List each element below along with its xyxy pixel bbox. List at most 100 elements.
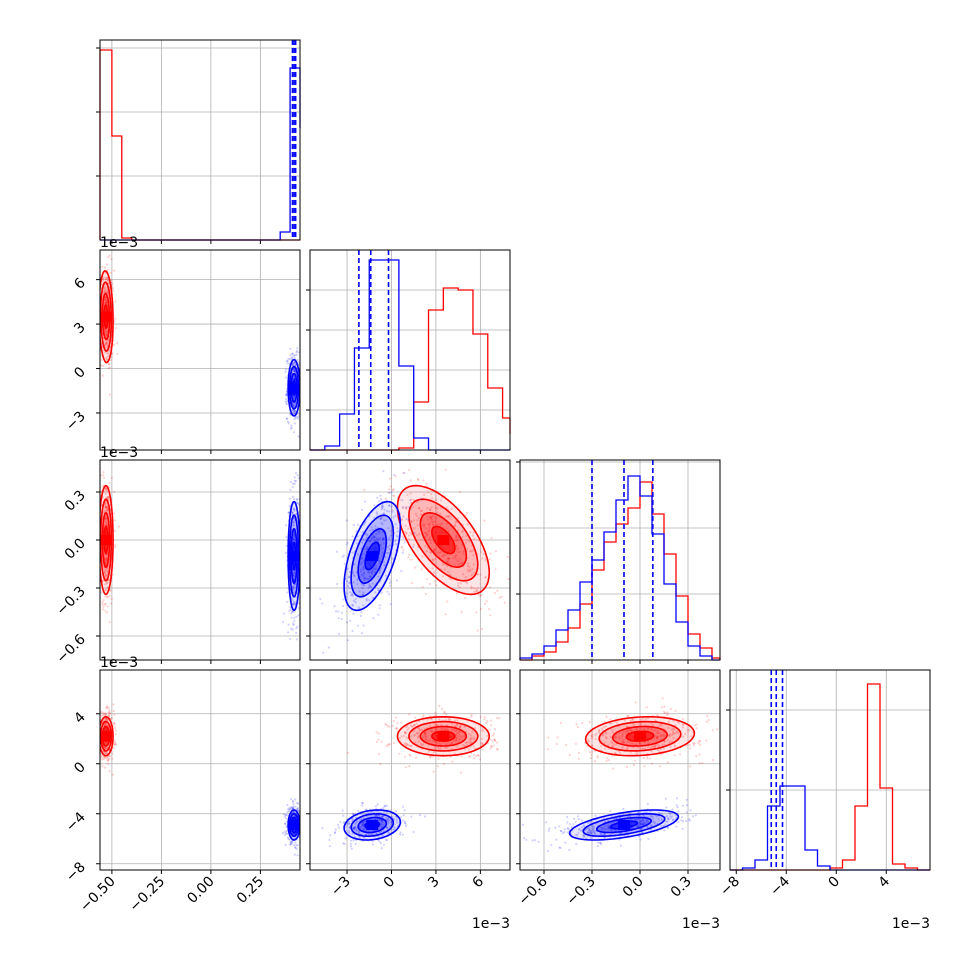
panel-3-1-red-sample-point — [451, 741, 454, 745]
panel-3-2-red-sample-point — [661, 697, 664, 700]
panel-2-1-blue-sample-point — [394, 514, 397, 518]
panel-3-1-blue-sample-point — [393, 823, 396, 826]
panel-2-1-blue-sample-point — [380, 507, 384, 511]
panel-3-1-red-sample-point — [480, 742, 484, 745]
panel-3-1-red-sample-point — [405, 744, 408, 747]
panel-2-1-red-sample-point — [392, 488, 395, 491]
panel-2-1-red-sample-point — [422, 524, 426, 528]
panel-3-2-red-sample-point — [658, 735, 662, 738]
panel-2-1-blue-sample-point — [371, 568, 374, 571]
panel-2-0-red-sample-point — [108, 594, 111, 598]
panel-3-2-red-sample-point — [614, 735, 617, 738]
panel-2-1-red-sample-point — [393, 495, 396, 498]
panel-3-0-red-sample-point — [102, 712, 105, 715]
panel-2-1-red-sample-point — [431, 567, 434, 570]
panel-2-1-red-sample-point — [410, 498, 413, 501]
panel-2-0-blue-sample-point — [292, 523, 295, 527]
panel-2-0-red-sample-point — [104, 488, 108, 491]
panel-3-2-red-sample-point — [605, 732, 608, 735]
hist-3-xtick-label: −4 — [767, 873, 793, 899]
panel-3-0-red-sample-point — [96, 735, 98, 737]
panel-2-1-red-sample-point — [405, 507, 408, 510]
panel-3-2-red-sample-point — [650, 728, 653, 731]
panel-1-0-red-sample-point — [105, 291, 108, 294]
panel-3-1-red-sample-point — [434, 740, 437, 743]
panel-2-1-blue-sample-point — [353, 573, 356, 577]
panel-2-1-red-sample-point — [429, 551, 432, 554]
panel-3-2-red-sample-point — [645, 706, 648, 709]
panel-1-0-blue-sample-point — [292, 368, 296, 371]
panel-2-1-red-sample-point — [402, 471, 405, 474]
panel-2-1-red-sample-point — [427, 530, 430, 533]
panel-2-1-red-sample-point — [434, 498, 438, 501]
panel-2-1-blue-sample-point — [367, 577, 370, 581]
panel-3-1-red-sample-point — [473, 757, 476, 760]
panel-1-0-blue-sample-point — [293, 431, 296, 434]
panel-3-1-blue-sample-point — [380, 823, 383, 826]
panel-2-1-red-sample-point — [484, 602, 487, 605]
panel-2-1-red-sample-point — [479, 594, 482, 597]
panel-3-0-red-sample-point — [106, 719, 109, 722]
panel-3-1-red-sample-point — [443, 728, 446, 731]
panel-2-1-blue-sample-point — [384, 555, 387, 559]
panel-3-1-red-sample-point — [455, 739, 458, 742]
panel-2-1-red-sample-point — [428, 523, 431, 527]
panel-3-1-red-sample-point — [391, 724, 394, 728]
panel-3-1-red-sample-point — [492, 732, 495, 735]
panel-2-1-red-sample-point — [434, 520, 437, 523]
panel-2-1-blue-sample-point — [378, 530, 381, 533]
panel-2-0-blue-sample-point — [292, 610, 295, 614]
panel-3-1-red-sample-point — [429, 756, 432, 759]
panel-2-1-red-sample-point — [444, 468, 447, 471]
panel-3-1-red-sample-point — [411, 725, 414, 728]
panel-3-1-blue-sample-point — [344, 837, 347, 840]
panel-2-1-red-sample-point — [426, 534, 429, 537]
panel-2-0-blue-sample-point — [292, 538, 295, 541]
panel-3-1-red-sample-point — [387, 743, 390, 746]
panel-3-1-red-sample-point — [434, 724, 437, 727]
panel-1-0-blue-sample-point — [295, 364, 298, 367]
panel-2-1-blue-sample-point — [390, 505, 393, 508]
panel-2-0-red-core — [100, 535, 112, 545]
panel-3-2-red-sample-point — [587, 740, 590, 743]
panel-2-1-blue-sample-point — [352, 523, 355, 527]
panel-3-2-red-sample-point — [577, 751, 581, 755]
panel-2-1-red-sample-point — [427, 529, 431, 532]
panel-3-1-red-sample-point — [469, 745, 472, 749]
panel-3-2-red-sample-point — [596, 754, 599, 758]
panel-2-1-blue-sample-point — [381, 547, 384, 550]
panel-3-2-red-sample-point — [695, 755, 698, 758]
panel-1-0-red-sample-point — [104, 302, 107, 305]
panel-2-1-blue-sample-point — [351, 604, 354, 607]
panel-1-0-blue-sample-point — [291, 352, 294, 355]
panel-2-1-red-sample-point — [472, 554, 475, 557]
panel-2-1-blue-sample-point — [355, 542, 358, 545]
panel-1-0-red-sample-point — [97, 321, 99, 323]
panel-2-0-red-sample-point — [102, 567, 105, 570]
panel-2-1-red-sample-point — [428, 522, 431, 525]
panel-2-1-red-sample-point — [428, 536, 431, 539]
panel-2-1-red-sample-point — [471, 534, 474, 537]
panel-3-1-blue-sample-point — [351, 812, 354, 815]
panel-3-2-red-sample-point — [621, 740, 624, 743]
panel-2-1-red-sample-point — [401, 506, 404, 509]
panel-2-1-blue-contour — [350, 514, 395, 598]
panel-2-1-blue-sample-point — [371, 528, 374, 532]
panel-3-0-red-sample-point — [104, 712, 107, 715]
panel-3-1-blue-sample-point — [396, 821, 399, 824]
panel-3-2-red-contour — [611, 725, 669, 747]
panel-3-1-red-sample-point — [451, 722, 454, 726]
panel-3-1-blue-sample-point — [380, 847, 383, 850]
panel-3-1-blue-sample-point — [388, 818, 391, 822]
panel-2-1-blue-sample-point — [372, 536, 375, 539]
panel-3-2-red-sample-point — [660, 724, 664, 727]
panel-2-1-blue-sample-point — [362, 538, 365, 542]
panel-3-0-red-sample-point — [108, 709, 111, 712]
panel-2-1-blue-sample-point — [386, 546, 389, 549]
panel-2-0-blue-sample-point — [295, 501, 299, 504]
panel-2-1-red-sample-point — [418, 532, 421, 536]
panel-2-1-blue-sample-point — [376, 538, 379, 541]
panel-3-1-red-sample-point — [464, 741, 467, 745]
panel-3-2-red-sample-point — [690, 735, 693, 738]
